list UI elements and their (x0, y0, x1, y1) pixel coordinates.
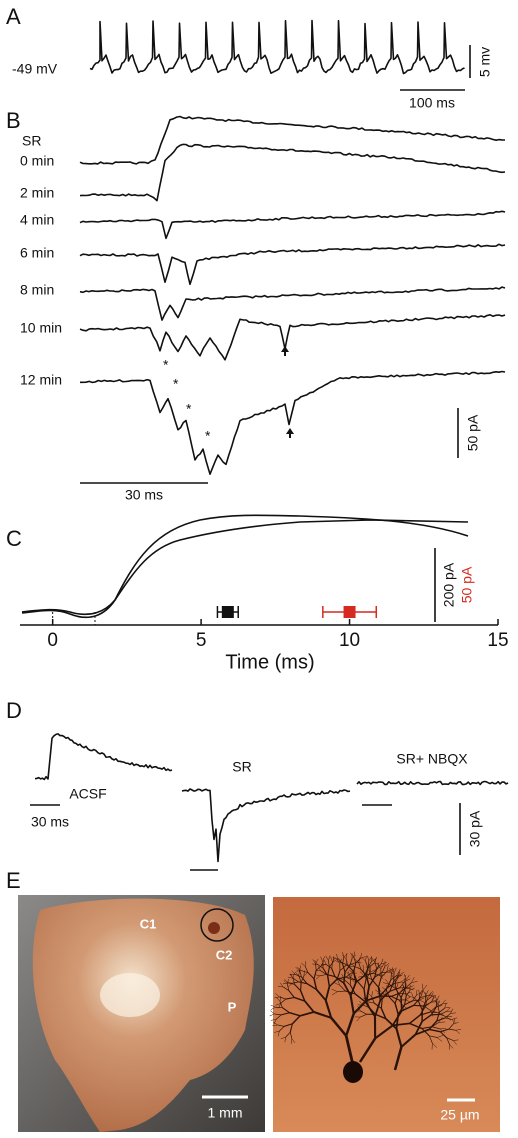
trace (79, 115, 506, 165)
spot (208, 922, 220, 934)
x-tick-label: 0 (47, 630, 58, 651)
trace (79, 286, 506, 321)
region-label: C2 (216, 947, 233, 962)
highlight (100, 973, 160, 1017)
time-label: 4 min (20, 212, 54, 228)
asterisk: * (186, 401, 192, 417)
region-label: C1 (140, 916, 157, 931)
asterisk: * (173, 376, 179, 392)
asterisk: * (205, 428, 211, 444)
trace (79, 243, 506, 286)
panel-label: B (6, 108, 21, 133)
scale-label: 25 µm (440, 1107, 479, 1123)
trace (80, 370, 506, 475)
condition-label: SR (22, 133, 41, 149)
scale-label: 200 pA (441, 562, 457, 607)
time-label: 8 min (20, 282, 54, 298)
photo-cell (273, 897, 500, 1132)
scale-label: 30 pA (467, 810, 483, 847)
time-label: 0 min (20, 153, 54, 169)
trace (79, 210, 506, 240)
x-tick-label: 10 (339, 630, 360, 651)
panel-label: C (6, 526, 22, 551)
scale-label: 50 pA (465, 414, 481, 451)
trace-red (21, 519, 469, 616)
asterisk: * (163, 357, 169, 373)
region-label: P (228, 999, 237, 1014)
trace (89, 19, 465, 75)
trace (181, 788, 351, 863)
trace-black (21, 514, 469, 619)
trace-label: SR+ NBQX (396, 751, 468, 767)
time-label: 6 min (20, 245, 54, 261)
scale-label: 1 mm (208, 1105, 243, 1121)
panel-label: E (6, 868, 21, 893)
slice (32, 898, 254, 1132)
time-label: 2 min (20, 185, 54, 201)
time-label: 12 min (20, 372, 62, 388)
soma (343, 1061, 363, 1083)
x-axis-label: Time (ms) (225, 651, 314, 673)
potential-label: -49 mV (12, 61, 58, 77)
circle (200, 908, 234, 942)
x-tick-label: 5 (196, 630, 207, 651)
scale-label: 30 ms (31, 814, 69, 830)
panel-label: D (6, 698, 22, 723)
marker (221, 606, 234, 618)
dendrites (269, 951, 462, 1071)
marker (343, 606, 356, 618)
trace (356, 780, 509, 786)
panel-label: A (6, 4, 21, 29)
trace (79, 314, 506, 361)
time-label: 10 min (20, 320, 62, 336)
scale-label: 30 ms (125, 487, 163, 503)
trace-label: SR (232, 759, 251, 775)
trace (34, 733, 173, 781)
x-tick-label: 15 (487, 630, 508, 651)
scale-label: 50 pA (459, 566, 475, 603)
trace-label: ACSF (69, 786, 106, 802)
arrow (281, 346, 294, 438)
trace (79, 143, 506, 202)
scale-label: 100 ms (409, 95, 455, 111)
scale-label: 5 mv (477, 47, 493, 77)
